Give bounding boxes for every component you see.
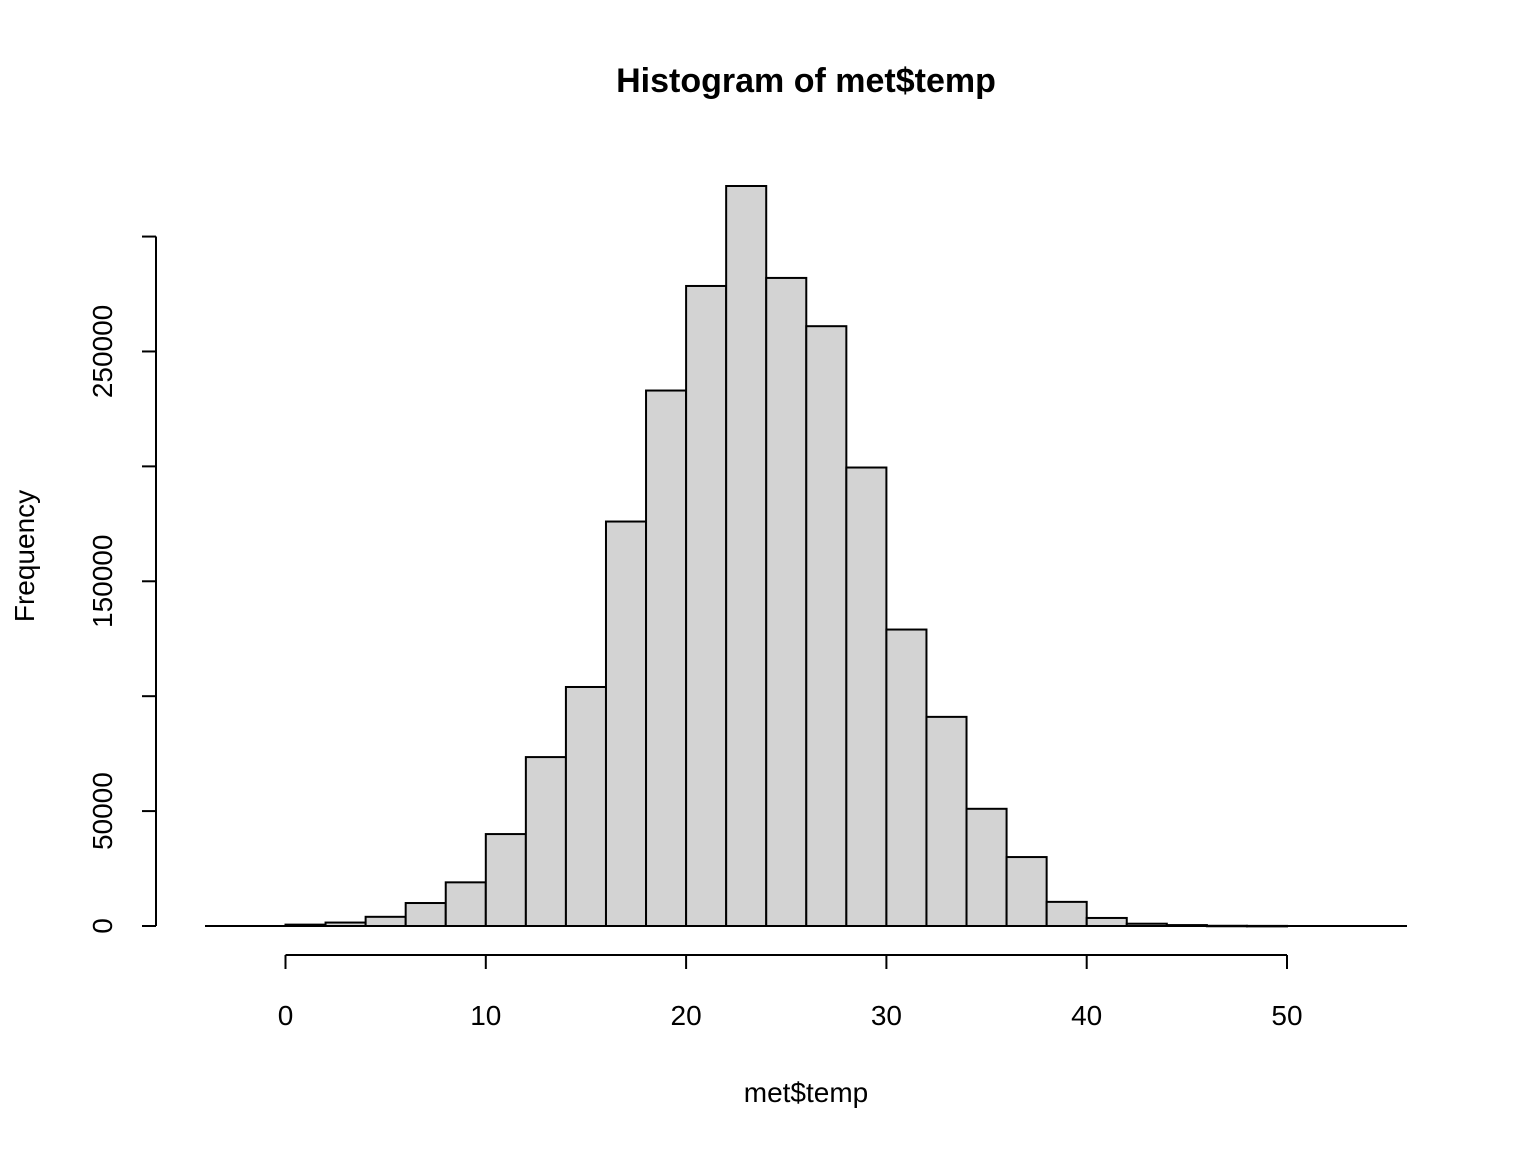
histogram-bar-4 <box>444 881 487 928</box>
y-tick-label-3: 150000 <box>87 535 118 628</box>
histogram-bar-2 <box>364 915 407 927</box>
histogram-bar-17 <box>965 807 1008 927</box>
x-tick-label-4: 40 <box>1071 1000 1102 1031</box>
histogram-bar-19 <box>1045 900 1088 927</box>
y-tick-label-1: 50000 <box>87 772 118 850</box>
histogram-bar-3 <box>404 902 447 928</box>
y-tick-label-0: 0 <box>87 918 118 934</box>
y-tick-label-5: 250000 <box>87 305 118 398</box>
x-tick-label-2: 20 <box>671 1000 702 1031</box>
histogram-bar-10 <box>685 284 728 928</box>
histogram-bar-11 <box>725 185 768 927</box>
histogram-bar-20 <box>1085 916 1128 928</box>
x-axis-label: met$temp <box>744 1077 869 1108</box>
x-tick-label-0: 0 <box>278 1000 294 1031</box>
histogram-bar-15 <box>885 628 928 927</box>
histogram-bar-16 <box>925 715 968 927</box>
histogram-bar-6 <box>524 756 567 928</box>
histogram-bar-12 <box>765 276 808 927</box>
histogram-bar-18 <box>1005 856 1048 927</box>
histogram-bar-5 <box>484 833 527 928</box>
x-tick-label-3: 30 <box>871 1000 902 1031</box>
chart-title: Histogram of met$temp <box>616 62 996 100</box>
histogram-bar-14 <box>845 466 888 927</box>
y-axis: 0 50000 150000 250000 <box>87 235 157 934</box>
y-axis-label: Frequency <box>9 490 40 622</box>
x-tick-label-1: 10 <box>470 1000 501 1031</box>
histogram-bar-13 <box>805 325 848 927</box>
histogram-bar-7 <box>564 685 607 927</box>
x-tick-label-5: 50 <box>1271 1000 1302 1031</box>
histogram-bar-9 <box>645 389 688 927</box>
x-axis: 0 10 20 30 40 50 <box>278 954 1303 1031</box>
bars-group <box>284 185 1288 928</box>
histogram-bar-8 <box>604 520 648 928</box>
